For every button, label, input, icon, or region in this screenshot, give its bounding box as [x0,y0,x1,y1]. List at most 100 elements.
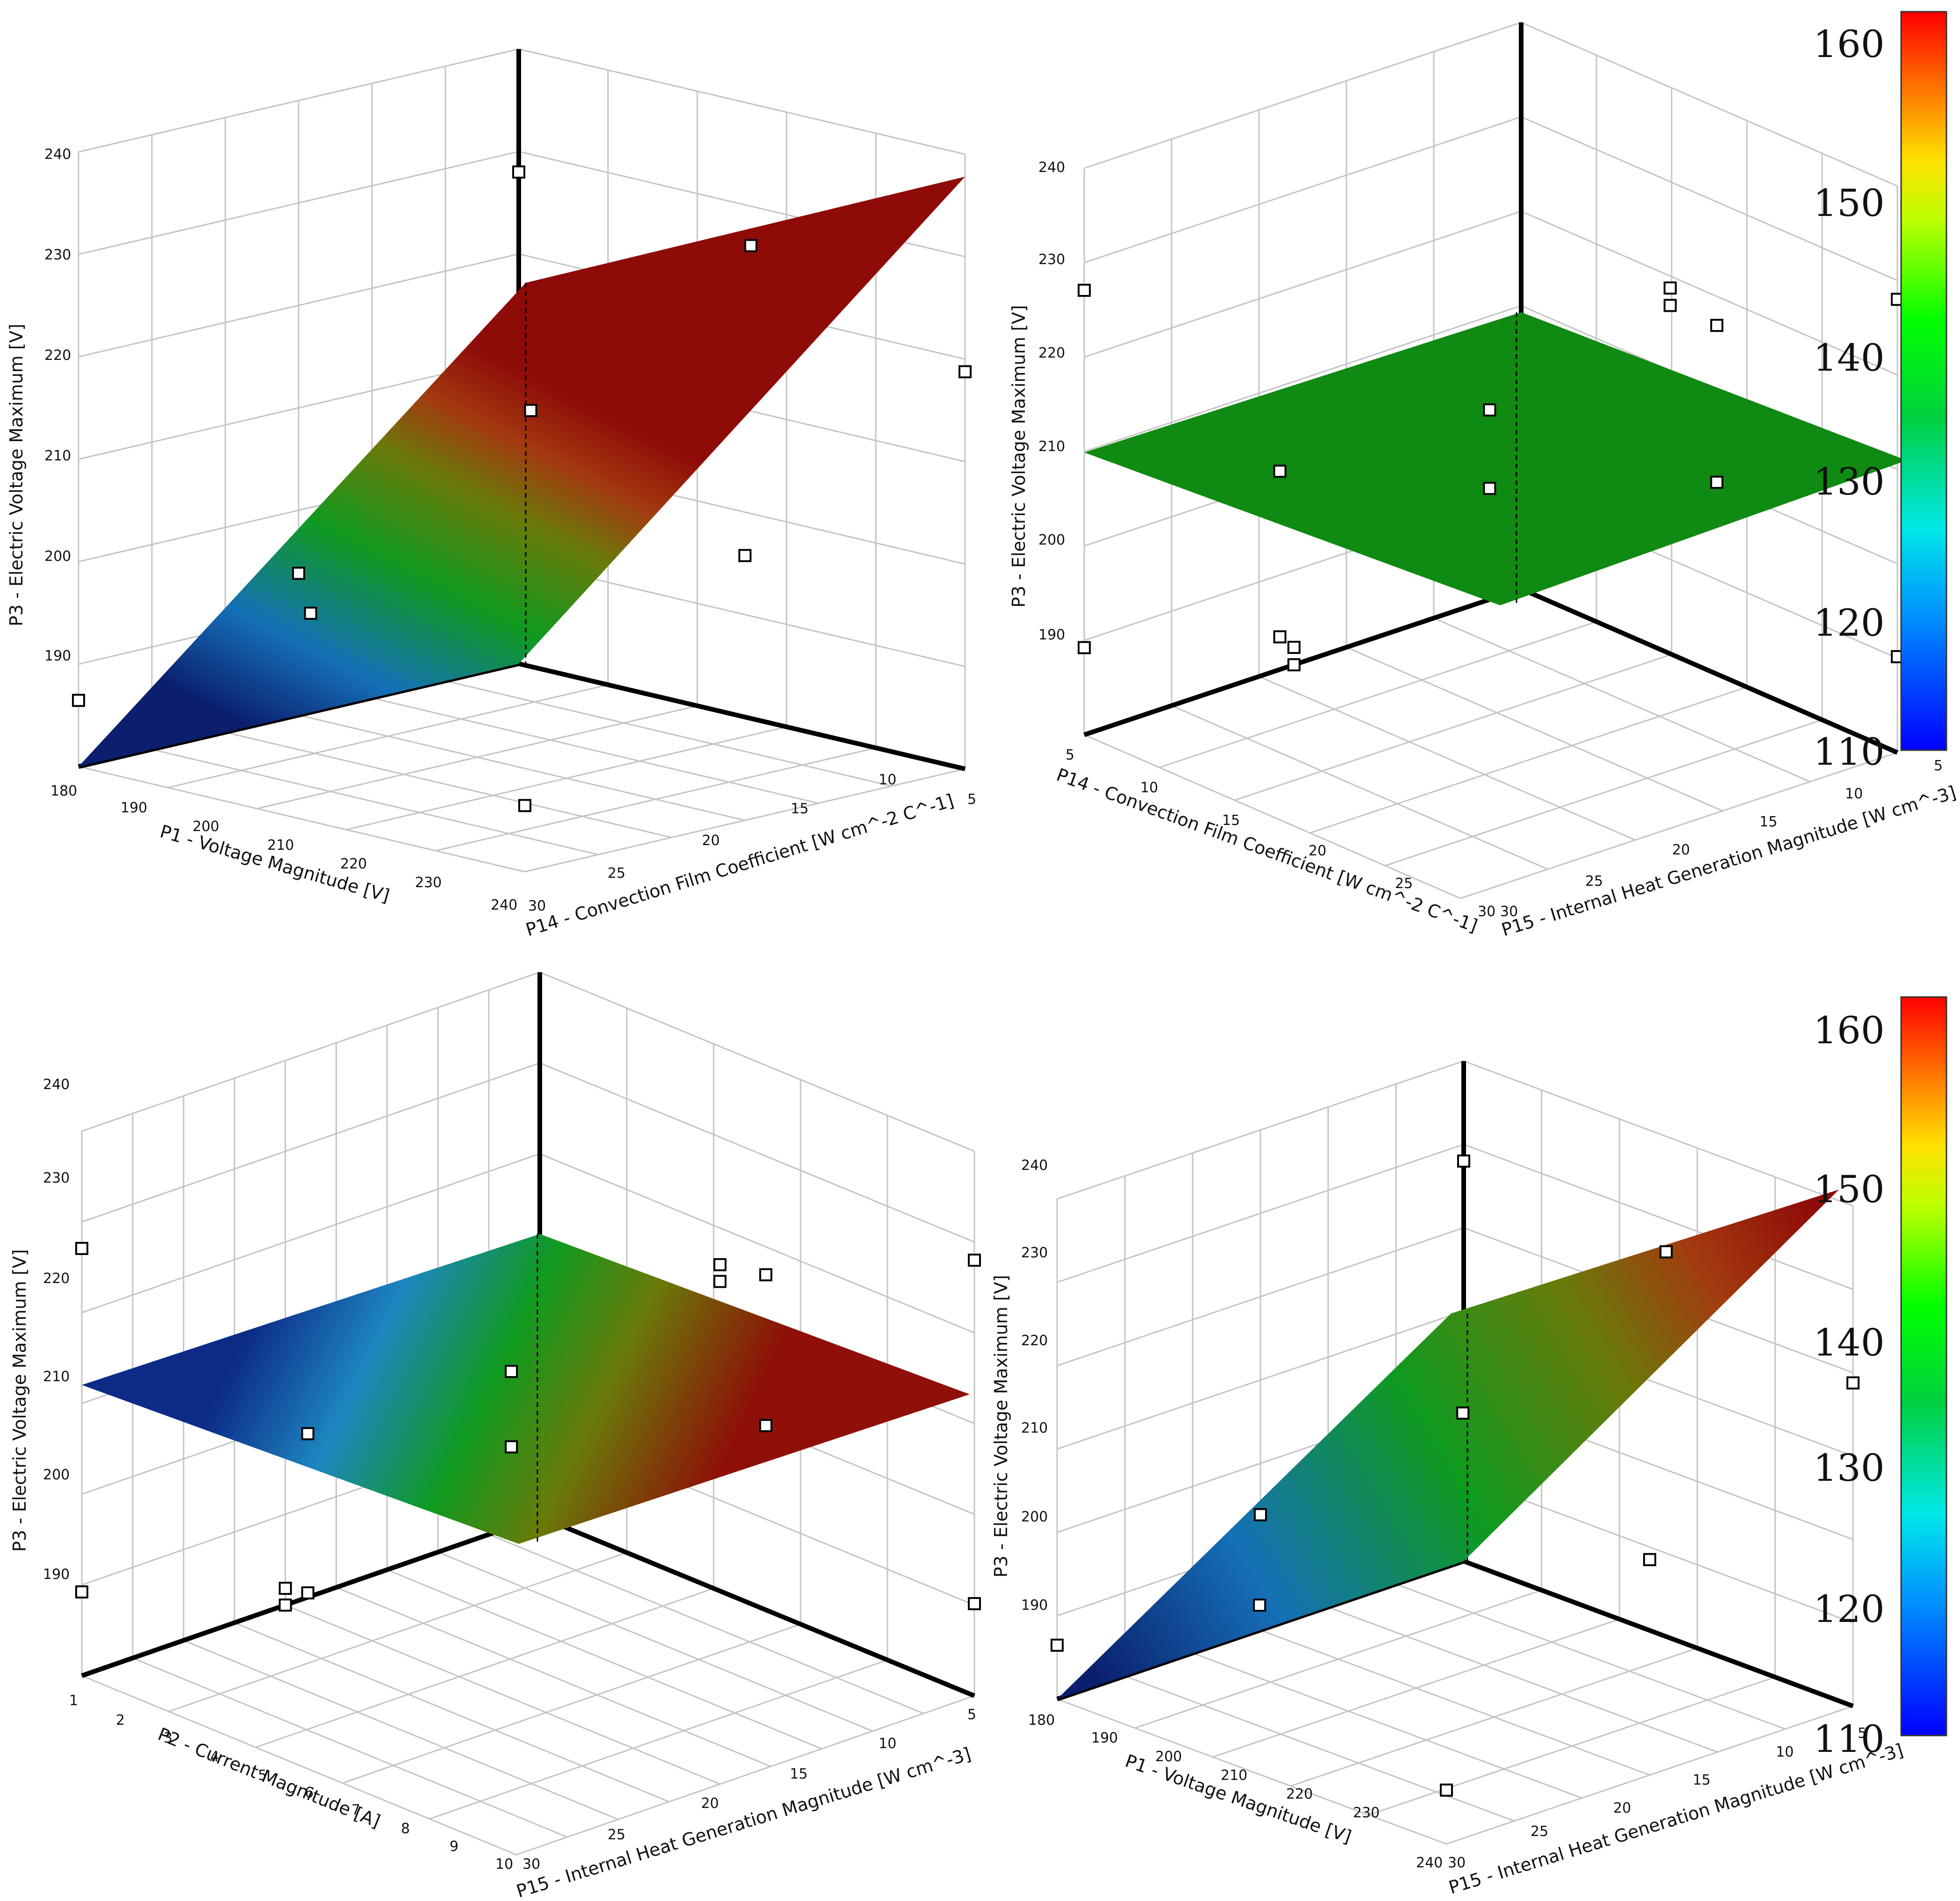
x-tick: 15 [1222,812,1240,829]
colorbar-tick: 110 [1813,730,1885,774]
y-tick: 25 [608,1827,625,1843]
plot2-y-ticks: 30 25 20 15 10 5 [1500,758,1943,920]
floor-grid-line [1259,675,1636,841]
data-point [505,1365,518,1378]
data-point [744,239,758,252]
floor-grid-line [342,1623,801,1784]
z-tick: 200 [44,548,71,565]
data-point [1846,1376,1860,1390]
floor-grid-line [1234,653,1672,801]
wall-grid-line [1084,210,1522,358]
wall-grid-line [81,1153,540,1313]
wall-grid-line [1463,1477,1853,1624]
data-point [1254,1508,1267,1521]
floor-grid-line [1192,1652,1582,1799]
data-point [301,1586,315,1600]
floor-grid-line [255,1587,714,1748]
floor-grid-line [524,768,966,873]
floor-grid-line [372,697,819,804]
data-point [713,1258,727,1271]
data-point [1078,641,1091,654]
x-tick: 240 [491,897,517,913]
chart-panel-4 [1056,1060,1854,1845]
y-axis-line [518,661,966,771]
floor-grid-line [1084,734,1461,899]
plot2-z-ticks: 190 200 210 220 230 240 [1038,159,1065,643]
z-tick: 190 [43,1566,70,1583]
data-point [292,567,305,580]
data-point [1483,481,1496,495]
z-tick: 230 [1038,251,1065,268]
y-tick: 30 [1448,1855,1466,1871]
floor-grid-line [285,1604,721,1785]
wall-grid-line [81,971,540,1132]
wall-grid-line [1521,116,1898,281]
data-point [759,1419,773,1432]
colorbar-top: 160 150 140 130 120 110 [1813,11,1947,774]
response-surface [79,177,965,767]
colorbar-tick: 110 [1813,1717,1885,1761]
x-tick: 10 [1140,780,1158,796]
x-tick: 200 [193,818,219,835]
wall-grid-line [78,48,519,153]
x-tick: 180 [1028,1712,1055,1729]
x-tick: 8 [401,1821,410,1837]
plot3-z-ticks: 190 200 210 220 230 240 [43,1076,70,1583]
data-point [279,1598,292,1612]
y-tick: 15 [1693,1772,1710,1788]
data-point [75,1241,88,1255]
data-point [713,1275,727,1288]
colorbar-tick: 150 [1813,181,1885,225]
floor-grid-line [1433,617,1810,782]
data-point [1287,658,1301,672]
y-tick: 20 [701,1795,719,1812]
data-point [759,1268,773,1282]
data-point [1456,1406,1470,1420]
plot1-z-ticks: 190 200 210 220 230 240 [44,146,71,664]
colorbar-tick: 140 [1813,336,1885,380]
z-tick: 240 [44,146,71,163]
colorbar-tick: 150 [1813,1168,1885,1211]
floor-grid-line [1124,1675,1515,1822]
floor-grid-line [298,714,745,821]
floor-grid-line [1171,705,1548,870]
z-tick: 210 [44,448,71,464]
y-tick: 25 [1585,873,1603,890]
plot3-x-ticks: 1 2 3 4 5 6 7 8 9 10 [69,1693,513,1872]
panel-3-points [75,1241,981,1612]
y-tick: 20 [1672,842,1690,858]
y-tick: 15 [791,801,808,817]
floor-grid-line [1395,1583,1786,1730]
y-tick: 15 [1760,814,1777,830]
colorbar-bottom-gradient [1900,996,1947,1736]
floor-grid-line [1212,1618,1620,1758]
data-point [505,1440,518,1454]
colorbar-tick: 160 [1813,22,1885,66]
plot1-x-ticks: 180 190 200 210 220 230 240 [50,783,517,913]
y-tick: 10 [1776,1744,1794,1760]
colorbar-bottom: 160 150 140 130 120 110 [1813,996,1947,1761]
wall-grid-line [1463,1060,1853,1207]
floor-grid-line [81,1675,517,1856]
z-tick: 220 [43,1270,70,1287]
x-tick: 6 [305,1785,314,1801]
wall-grid-line [1057,1227,1464,1367]
z-tick: 200 [1038,532,1065,548]
data-point [1457,1155,1470,1168]
y-tick: 5 [967,791,976,808]
floor-grid-line [429,1659,888,1820]
plot4-z-label: P3 - Electric Voltage Maximum [V] [991,1275,1011,1578]
x-tick: 30 [1478,904,1495,920]
x-tick: 1 [69,1693,78,1709]
x-tick: 230 [1353,1805,1380,1821]
data-point [512,165,525,179]
y-axis-line [1463,1559,1854,1708]
floor-grid-line [1057,1698,1447,1845]
x-tick: 220 [1286,1786,1313,1802]
x-tick: 20 [1309,843,1326,859]
colorbar-tick: 160 [1813,1009,1885,1052]
data-point [1483,403,1496,417]
y-tick: 25 [608,865,625,882]
plot1-y-label: P14 - Convection Film Coefficient [W cm^… [523,790,956,940]
